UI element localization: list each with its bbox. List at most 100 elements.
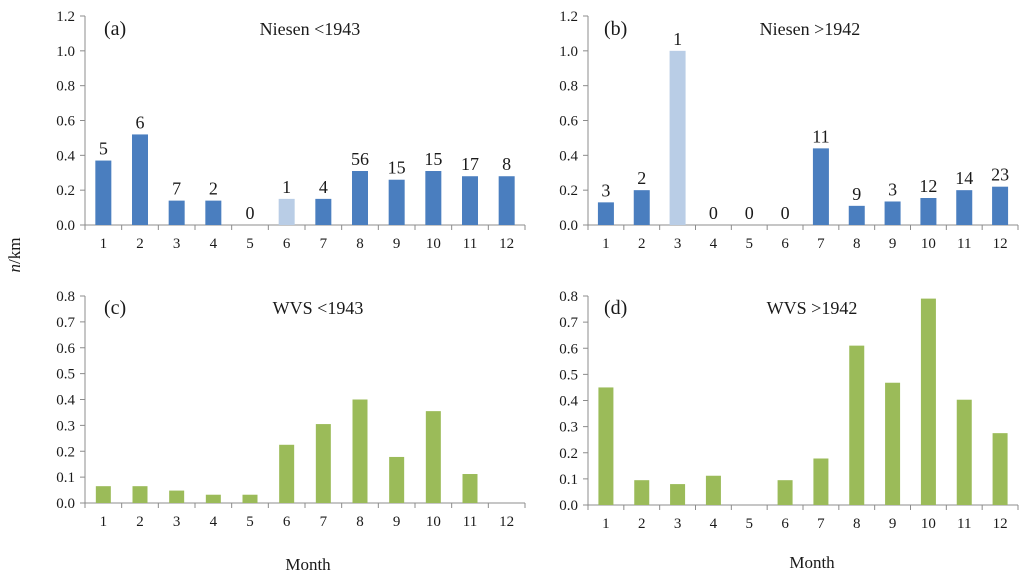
bar-month-4 <box>705 475 721 505</box>
x-tick-label: 3 <box>173 236 181 252</box>
x-tick-label: 2 <box>638 516 646 532</box>
bar-month-8 <box>848 205 865 225</box>
bar-month-9 <box>388 179 405 225</box>
x-tick-label: 7 <box>817 236 825 252</box>
panel-label: (c) <box>104 297 126 319</box>
bar-month-7 <box>813 458 829 505</box>
x-tick-label: 5 <box>246 514 254 530</box>
bar-month-2 <box>132 486 148 503</box>
bar-month-4 <box>205 494 221 503</box>
count-label: 1 <box>673 29 682 49</box>
x-tick-label: 1 <box>602 516 610 532</box>
x-tick-label: 6 <box>781 236 789 252</box>
count-label: 2 <box>209 179 218 199</box>
chart-panels: 0.0 0.2 0.4 0.6 0.8 1.0 1.2 15 2 6 3 7 4 2 5 0 6 1 7 4 8 5 6 9 1… <box>56 9 1019 532</box>
x-tick-label: 1 <box>100 514 108 530</box>
count-label: 0 <box>709 203 718 223</box>
count-label: 0 <box>246 203 255 223</box>
count-label: 11 <box>812 126 829 146</box>
panel-label: (b) <box>604 18 627 40</box>
count-label: 7 <box>172 179 181 199</box>
y-tick-label: 0.6 <box>559 114 578 130</box>
panel-title: Niesen <1943 <box>260 19 361 39</box>
panel-label: (a) <box>104 18 126 40</box>
y-tick-label: 1.0 <box>56 44 75 60</box>
bar-month-6 <box>777 480 793 505</box>
x-tick-label: 9 <box>393 514 401 530</box>
count-label: 4 <box>319 177 328 197</box>
count-label: 9 <box>852 184 861 204</box>
x-tick-label: 3 <box>173 514 181 530</box>
x-tick-label: 4 <box>210 236 218 252</box>
x-axis-label-right: Month <box>789 553 835 572</box>
x-tick-label: 7 <box>817 516 825 532</box>
y-tick-label: 0.2 <box>56 183 75 199</box>
y-tick-label: 1.0 <box>559 44 578 60</box>
count-label: 14 <box>955 168 973 188</box>
bar-month-9 <box>885 382 901 505</box>
y-tick-label: 1.2 <box>559 9 578 25</box>
x-tick-label: 1 <box>602 236 610 252</box>
bar-month-3 <box>168 200 185 225</box>
x-tick-label: 4 <box>710 516 718 532</box>
count-label: 23 <box>991 165 1009 185</box>
chart-panel-b: 0.00.20.40.60.81.01.21322314050607118993… <box>559 9 1019 252</box>
x-tick-label: 3 <box>674 516 682 532</box>
bar-month-6 <box>278 198 295 225</box>
y-tick-label: 0.6 <box>56 341 75 357</box>
y-tick-label: 0.7 <box>559 315 578 331</box>
bar-month-9 <box>389 456 405 503</box>
x-tick-label: 10 <box>921 516 936 532</box>
y-tick-label: 0.4 <box>56 148 75 164</box>
x-tick-label: 9 <box>889 236 897 252</box>
x-tick-label: 7 <box>320 514 328 530</box>
x-tick-label: 11 <box>463 236 477 252</box>
bar-month-11 <box>956 399 972 505</box>
y-tick-label: 0.0 <box>559 218 578 234</box>
x-tick-label: 9 <box>393 236 401 252</box>
x-tick-label: 12 <box>499 236 514 252</box>
y-tick-label: 0.2 <box>559 183 578 199</box>
bar-month-7 <box>315 198 332 225</box>
y-tick-label: 0.8 <box>559 79 578 95</box>
count-label: 6 <box>136 112 145 132</box>
chart-panel-d: 0.00.10.20.30.40.50.60.70.81 2 3 4 5 6 7 8 9 10 11… <box>559 289 1019 532</box>
x-tick-label: 4 <box>210 514 218 530</box>
x-tick-label: 6 <box>283 514 291 530</box>
count-label: 15 <box>388 158 406 178</box>
y-tick-label: 0.4 <box>56 393 75 409</box>
x-tick-label: 8 <box>853 516 861 532</box>
bar-month-8 <box>352 399 368 503</box>
x-tick-label: 12 <box>499 514 514 530</box>
bar-month-2 <box>634 480 650 505</box>
bar-month-3 <box>169 490 185 503</box>
count-label: 0 <box>781 203 790 223</box>
y-tick-label: 0.8 <box>559 289 578 305</box>
x-tick-label: 6 <box>283 236 291 252</box>
bar-month-9 <box>884 201 901 225</box>
y-tick-label: 0.5 <box>56 367 75 383</box>
bar-month-5 <box>242 494 258 503</box>
x-tick-label: 2 <box>136 514 144 530</box>
bar-month-3 <box>670 484 686 505</box>
y-tick-label: 0.2 <box>559 446 578 462</box>
panel-title: WVS >1942 <box>767 298 858 318</box>
x-tick-label: 7 <box>320 236 328 252</box>
bar-month-10 <box>425 411 441 503</box>
count-label: 15 <box>424 149 442 169</box>
count-label: 1 <box>282 177 291 197</box>
bar-month-4 <box>205 200 222 225</box>
count-label: 2 <box>637 168 646 188</box>
bar-month-12 <box>498 176 515 225</box>
x-tick-label: 9 <box>889 516 897 532</box>
y-tick-label: 0.7 <box>56 315 75 331</box>
y-tick-label: 0.8 <box>56 79 75 95</box>
x-tick-label: 2 <box>638 236 646 252</box>
x-tick-label: 5 <box>246 236 254 252</box>
bar-month-2 <box>633 190 650 225</box>
bar-month-8 <box>849 345 865 505</box>
panel-title: Niesen >1942 <box>760 19 861 39</box>
count-label: 8 <box>502 154 511 174</box>
x-tick-label: 6 <box>781 516 789 532</box>
y-tick-label: 0.0 <box>559 498 578 514</box>
